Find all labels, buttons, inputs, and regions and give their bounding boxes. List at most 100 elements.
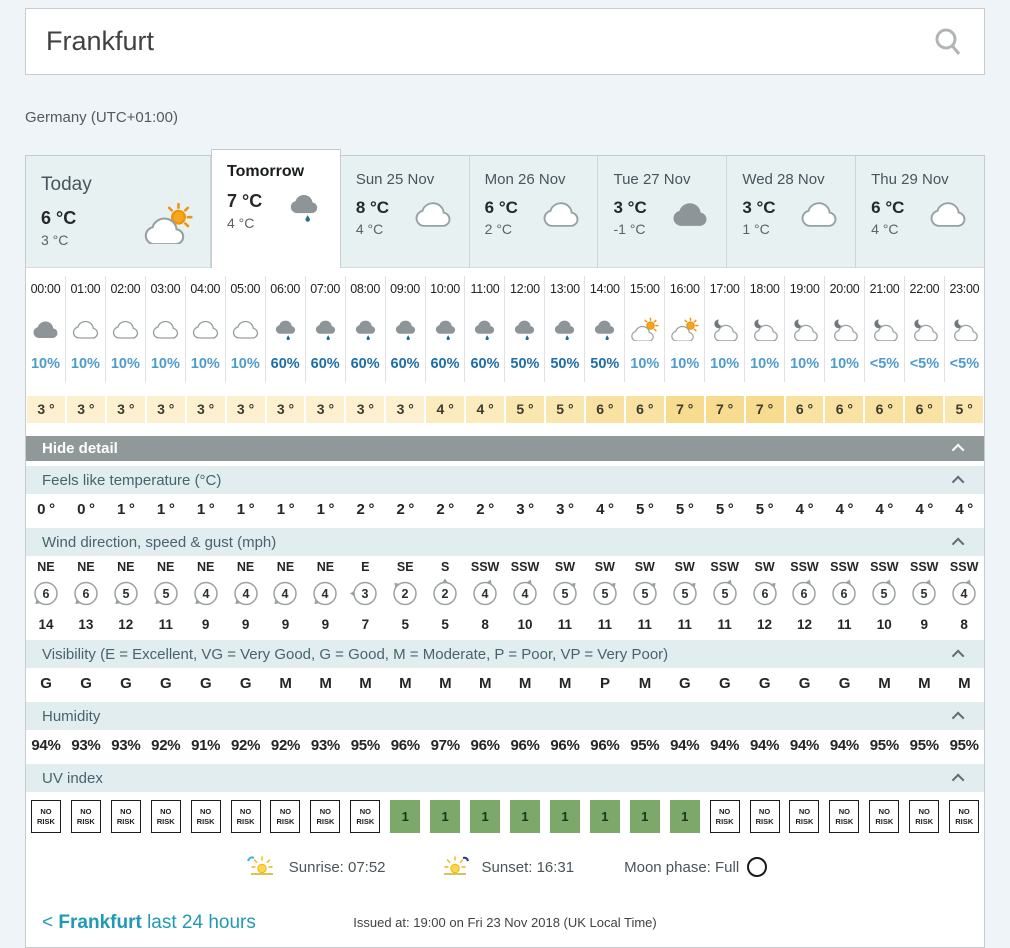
hour-column: 05:00 10%: [226, 276, 266, 382]
hour-time-label: 17:00: [709, 282, 740, 296]
day-high-temp: 3 °C: [613, 198, 647, 217]
feels-like-value: 4 °: [795, 501, 814, 518]
precipitation-probability: 60%: [430, 356, 460, 372]
day-high-temp: 6 °C: [484, 198, 518, 217]
day-tab-sun-25-nov[interactable]: Sun 25 Nov 8 °C 4 °C: [340, 156, 470, 268]
temperature-cell: 7 °: [745, 396, 784, 423]
wind-direction-label: SW: [554, 560, 576, 574]
wind-gust-value: 9: [281, 617, 290, 632]
visibility-value: M: [518, 675, 532, 692]
uv-no-risk-badge: NO RISK: [270, 800, 301, 833]
wind-column: E 3 7: [345, 560, 385, 632]
wind-direction-speed-icon: 4: [229, 581, 263, 615]
sunrise-label: Sunrise: 07:52: [288, 858, 386, 876]
day-tab-thu-29-nov[interactable]: Thu 29 Nov 6 °C 4 °C: [856, 156, 984, 268]
svg-text:5: 5: [681, 587, 688, 601]
hour-column: 23:00 <5%: [945, 276, 984, 382]
day-high-temp: 7 °C: [227, 191, 263, 211]
cloud-white-icon: [106, 306, 145, 352]
day-tab-body: 6 °C 2 °C: [470, 188, 598, 237]
svg-text:6: 6: [82, 587, 89, 601]
hour-column: 19:00 10%: [785, 276, 826, 382]
humidity-value: 94%: [670, 737, 700, 754]
wind-gust-value: 11: [677, 617, 692, 632]
humidity-value: 96%: [510, 737, 540, 754]
hour-column: 06:00 60%: [266, 276, 306, 382]
temperature-cell: 3 °: [346, 396, 385, 423]
visibility-value: G: [80, 675, 92, 692]
day-tab-tomorrow[interactable]: Tomorrow 7 °C 4 °C: [211, 149, 341, 268]
light-rain-icon: [346, 306, 385, 352]
section-feels-like-header[interactable]: Feels like temperature (°C): [26, 466, 984, 494]
sunny-intervals-icon: [665, 306, 704, 352]
hour-column: 02:00 10%: [106, 276, 146, 382]
precipitation-probability: 60%: [310, 356, 340, 372]
humidity-value: 92%: [270, 737, 301, 754]
section-uv-header[interactable]: UV index: [26, 764, 984, 792]
wind-column: SSW 4 8: [944, 560, 984, 632]
humidity-values: 94% 93% 93% 92% 91% 92% 92% 93% 95% 96% 97% 96% 96% 9…: [26, 730, 984, 762]
feels-like-value: 2 °: [476, 501, 494, 518]
section-humidity-header[interactable]: Humidity: [26, 702, 984, 730]
forecast-panel: Today 6 °C 3 °C Tomorrow 7 °C 4 °C Sun 25 Nov 8…: [25, 149, 985, 948]
night-cloud-icon: [745, 306, 784, 352]
day-tab-temps: 7 °C 4 °C: [227, 187, 262, 231]
wind-direction-label: SSW: [510, 560, 540, 574]
day-tab-body: 3 °C -1 °C: [598, 188, 726, 237]
wind-direction-speed-icon: 5: [149, 581, 183, 615]
visibility-value: G: [798, 675, 811, 692]
hour-time-label: 07:00: [310, 282, 341, 296]
hour-column: 08:00 60%: [346, 276, 386, 382]
search-icon[interactable]: [932, 26, 964, 58]
wind-direction-label: NE: [77, 560, 95, 574]
hide-detail-toggle[interactable]: Hide detail: [26, 436, 984, 461]
temperature-cell: 3 °: [27, 396, 65, 423]
section-visibility-header[interactable]: Visibility (E = Excellent, VG = Very Goo…: [26, 640, 984, 668]
wind-direction-speed-icon: 4: [468, 579, 502, 615]
day-tab-label: Thu 29 Nov: [871, 171, 949, 188]
wind-direction-label: SSW: [710, 560, 739, 574]
uv-no-risk-badge: NO RISK: [829, 800, 860, 833]
visibility-value: M: [878, 675, 891, 692]
wind-column: SW 6 12: [745, 560, 785, 632]
light-rain-icon: [585, 306, 624, 352]
astronomy-row: Sunrise: 07:52 Sunset: [26, 843, 984, 897]
day-tab-today[interactable]: Today 6 °C 3 °C: [26, 156, 211, 268]
uv-column: 1: [465, 800, 505, 833]
feels-like-value: 1 °: [236, 501, 255, 518]
last-24-hours-link[interactable]: < Frankfurt last 24 hours: [42, 911, 256, 933]
wind-direction-speed-icon: 6: [787, 579, 821, 615]
chevron-up-icon: [951, 773, 965, 786]
uv-column: NO RISK: [345, 800, 385, 833]
day-tab-wed-28-nov[interactable]: Wed 28 Nov 3 °C 1 °C: [727, 156, 857, 268]
chevron-up-icon: [951, 649, 965, 662]
feels-like-value: 1 °: [156, 501, 175, 518]
wind-direction-speed-icon: 5: [867, 579, 901, 615]
visibility-value: G: [758, 675, 771, 692]
visibility-value: G: [199, 675, 212, 692]
visibility-value: G: [718, 675, 731, 692]
uv-no-risk-badge: NO RISK: [749, 800, 780, 833]
hour-column: 11:00 60%: [465, 276, 506, 382]
humidity-value: 96%: [390, 737, 420, 754]
wind-column: SE 2 5: [385, 560, 425, 632]
hour-time-label: 12:00: [510, 282, 540, 296]
search-input[interactable]: [46, 26, 932, 57]
cloud-white-icon: [146, 306, 185, 352]
uv-column: 1: [385, 800, 425, 833]
hour-time-label: 03:00: [150, 282, 181, 296]
night-cloud-icon: [865, 306, 904, 352]
light-rain-icon: [306, 306, 345, 352]
day-tab-tue-27-nov[interactable]: Tue 27 Nov 3 °C -1 °C: [598, 156, 728, 268]
cloud-white-icon: [66, 306, 105, 352]
night-cloud-icon: [945, 306, 984, 352]
svg-text:6: 6: [761, 587, 768, 601]
day-tab-mon-26-nov[interactable]: Mon 26 Nov 6 °C 2 °C: [469, 156, 599, 268]
day-low-temp: 4 °C: [355, 221, 384, 237]
precipitation-probability: <5%: [909, 356, 940, 372]
section-wind-header[interactable]: Wind direction, speed & gust (mph): [26, 528, 984, 556]
light-rain-icon: [545, 306, 584, 352]
uv-column: NO RISK: [146, 800, 186, 833]
wind-gust-value: 8: [481, 617, 489, 632]
uv-index-badge: 1: [669, 800, 700, 833]
